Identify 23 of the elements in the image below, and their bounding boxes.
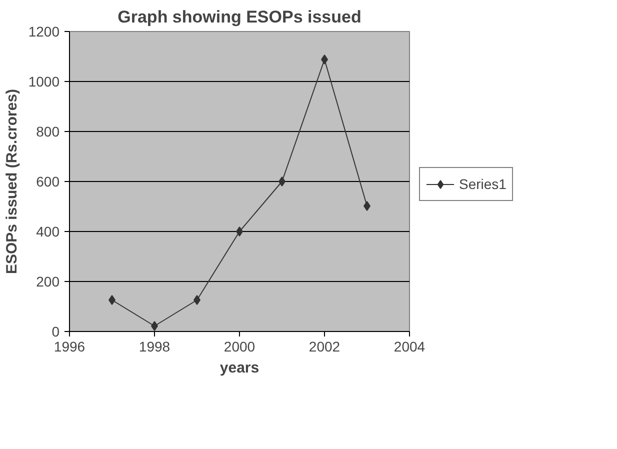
chart-title: Graph showing ESOPs issued	[118, 8, 362, 26]
point	[108, 295, 116, 305]
y-tick-label: 200	[36, 274, 60, 290]
y-tick-label: 0	[52, 324, 60, 340]
x-axis-title: years	[220, 360, 260, 376]
x-tick-label: 2002	[308, 338, 340, 354]
y-tick-label: 1200	[28, 24, 60, 40]
point	[151, 321, 158, 331]
y-tick-label: 800	[36, 124, 60, 140]
point	[278, 176, 286, 186]
y-tick-label: 400	[36, 224, 60, 240]
point	[236, 226, 243, 236]
y-axis-title: ESOPs issued (Rs.crores)	[3, 88, 20, 274]
x-tick-label: 1996	[54, 338, 86, 354]
point	[321, 54, 328, 64]
y-tick-label: 600	[36, 174, 60, 190]
point	[194, 295, 200, 305]
y-tick-label: 1000	[28, 74, 60, 90]
legend-label: Series1	[459, 176, 506, 192]
point	[364, 201, 370, 211]
x-tick-label: 2004	[394, 338, 426, 354]
x-tick-label: 2000	[224, 338, 256, 354]
x-tick-label: 1998	[138, 338, 170, 354]
